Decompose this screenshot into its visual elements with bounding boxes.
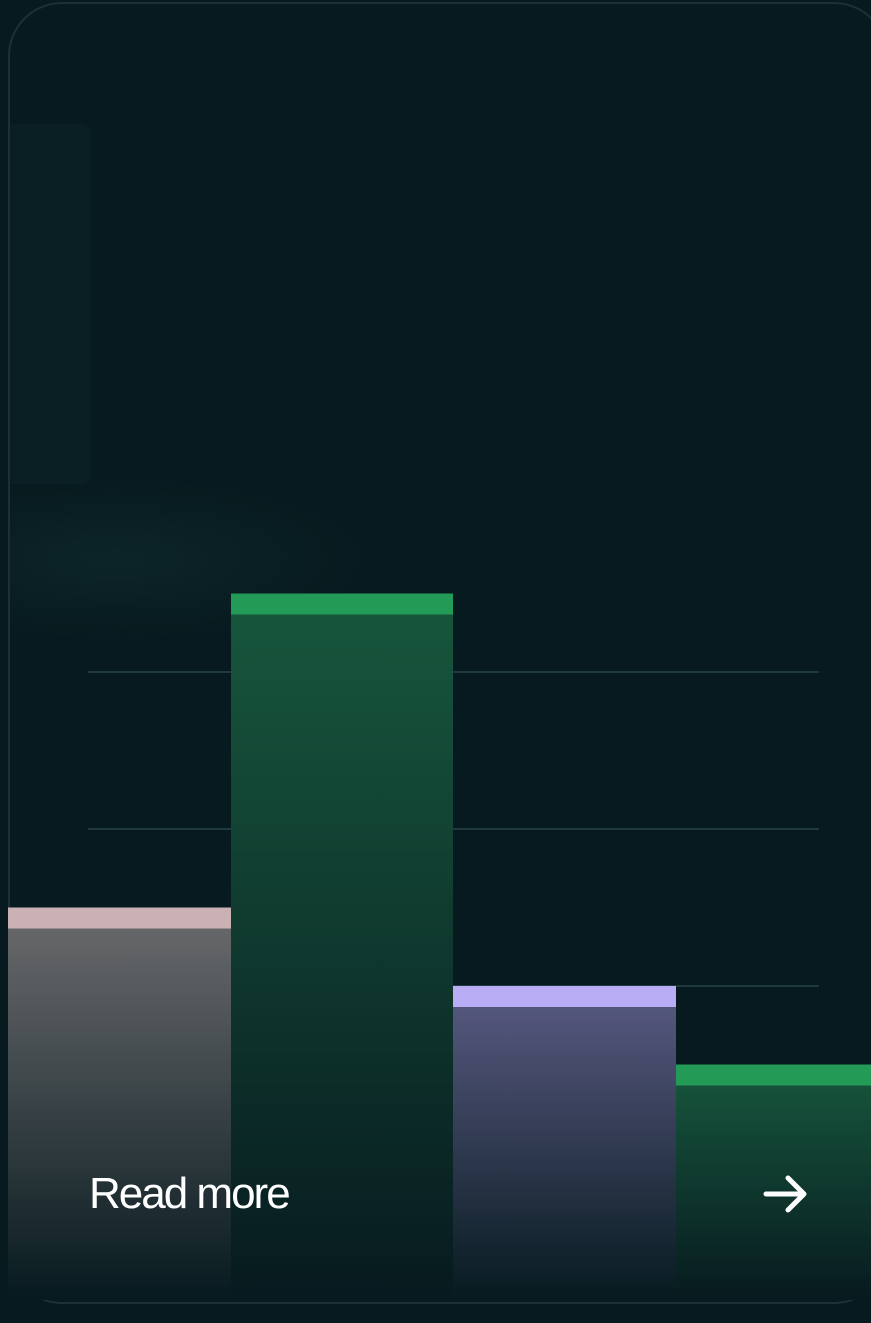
bar-2-cap <box>231 594 453 615</box>
bar-1-cap <box>8 908 231 929</box>
read-more-link[interactable]: Read more <box>89 1168 289 1220</box>
arrow-right-icon[interactable] <box>760 1168 812 1220</box>
bar-1 <box>8 908 231 1301</box>
bar-3-cap <box>453 986 676 1007</box>
bar-3 <box>453 986 676 1300</box>
bar-4-cap <box>676 1065 871 1086</box>
